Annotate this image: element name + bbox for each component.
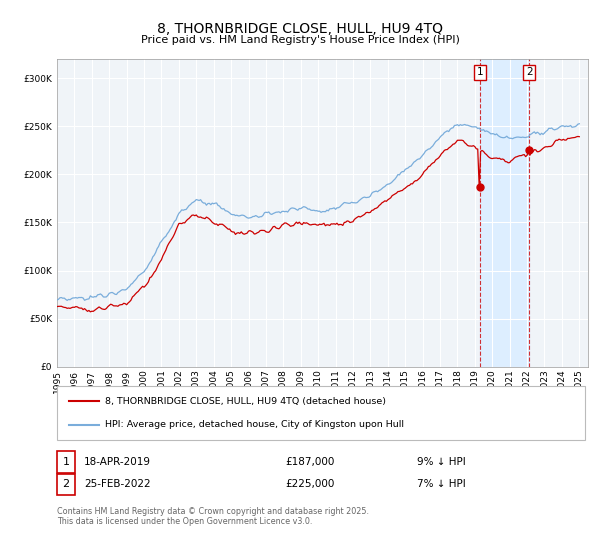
Text: 18-APR-2019: 18-APR-2019 <box>84 457 151 467</box>
Text: 1: 1 <box>476 67 483 77</box>
Text: £225,000: £225,000 <box>285 479 334 489</box>
Text: 7% ↓ HPI: 7% ↓ HPI <box>417 479 466 489</box>
Text: 25-FEB-2022: 25-FEB-2022 <box>84 479 151 489</box>
Text: 8, THORNBRIDGE CLOSE, HULL, HU9 4TQ: 8, THORNBRIDGE CLOSE, HULL, HU9 4TQ <box>157 22 443 36</box>
Text: 2: 2 <box>526 67 532 77</box>
Text: £187,000: £187,000 <box>285 457 334 467</box>
Text: 8, THORNBRIDGE CLOSE, HULL, HU9 4TQ (detached house): 8, THORNBRIDGE CLOSE, HULL, HU9 4TQ (det… <box>105 397 386 406</box>
Text: 9% ↓ HPI: 9% ↓ HPI <box>417 457 466 467</box>
Text: Contains HM Land Registry data © Crown copyright and database right 2025.
This d: Contains HM Land Registry data © Crown c… <box>57 507 369 526</box>
Text: 1: 1 <box>62 457 70 467</box>
Text: Price paid vs. HM Land Registry's House Price Index (HPI): Price paid vs. HM Land Registry's House … <box>140 35 460 45</box>
Text: 2: 2 <box>62 479 70 489</box>
Bar <box>480 59 529 367</box>
Text: HPI: Average price, detached house, City of Kingston upon Hull: HPI: Average price, detached house, City… <box>105 420 404 429</box>
